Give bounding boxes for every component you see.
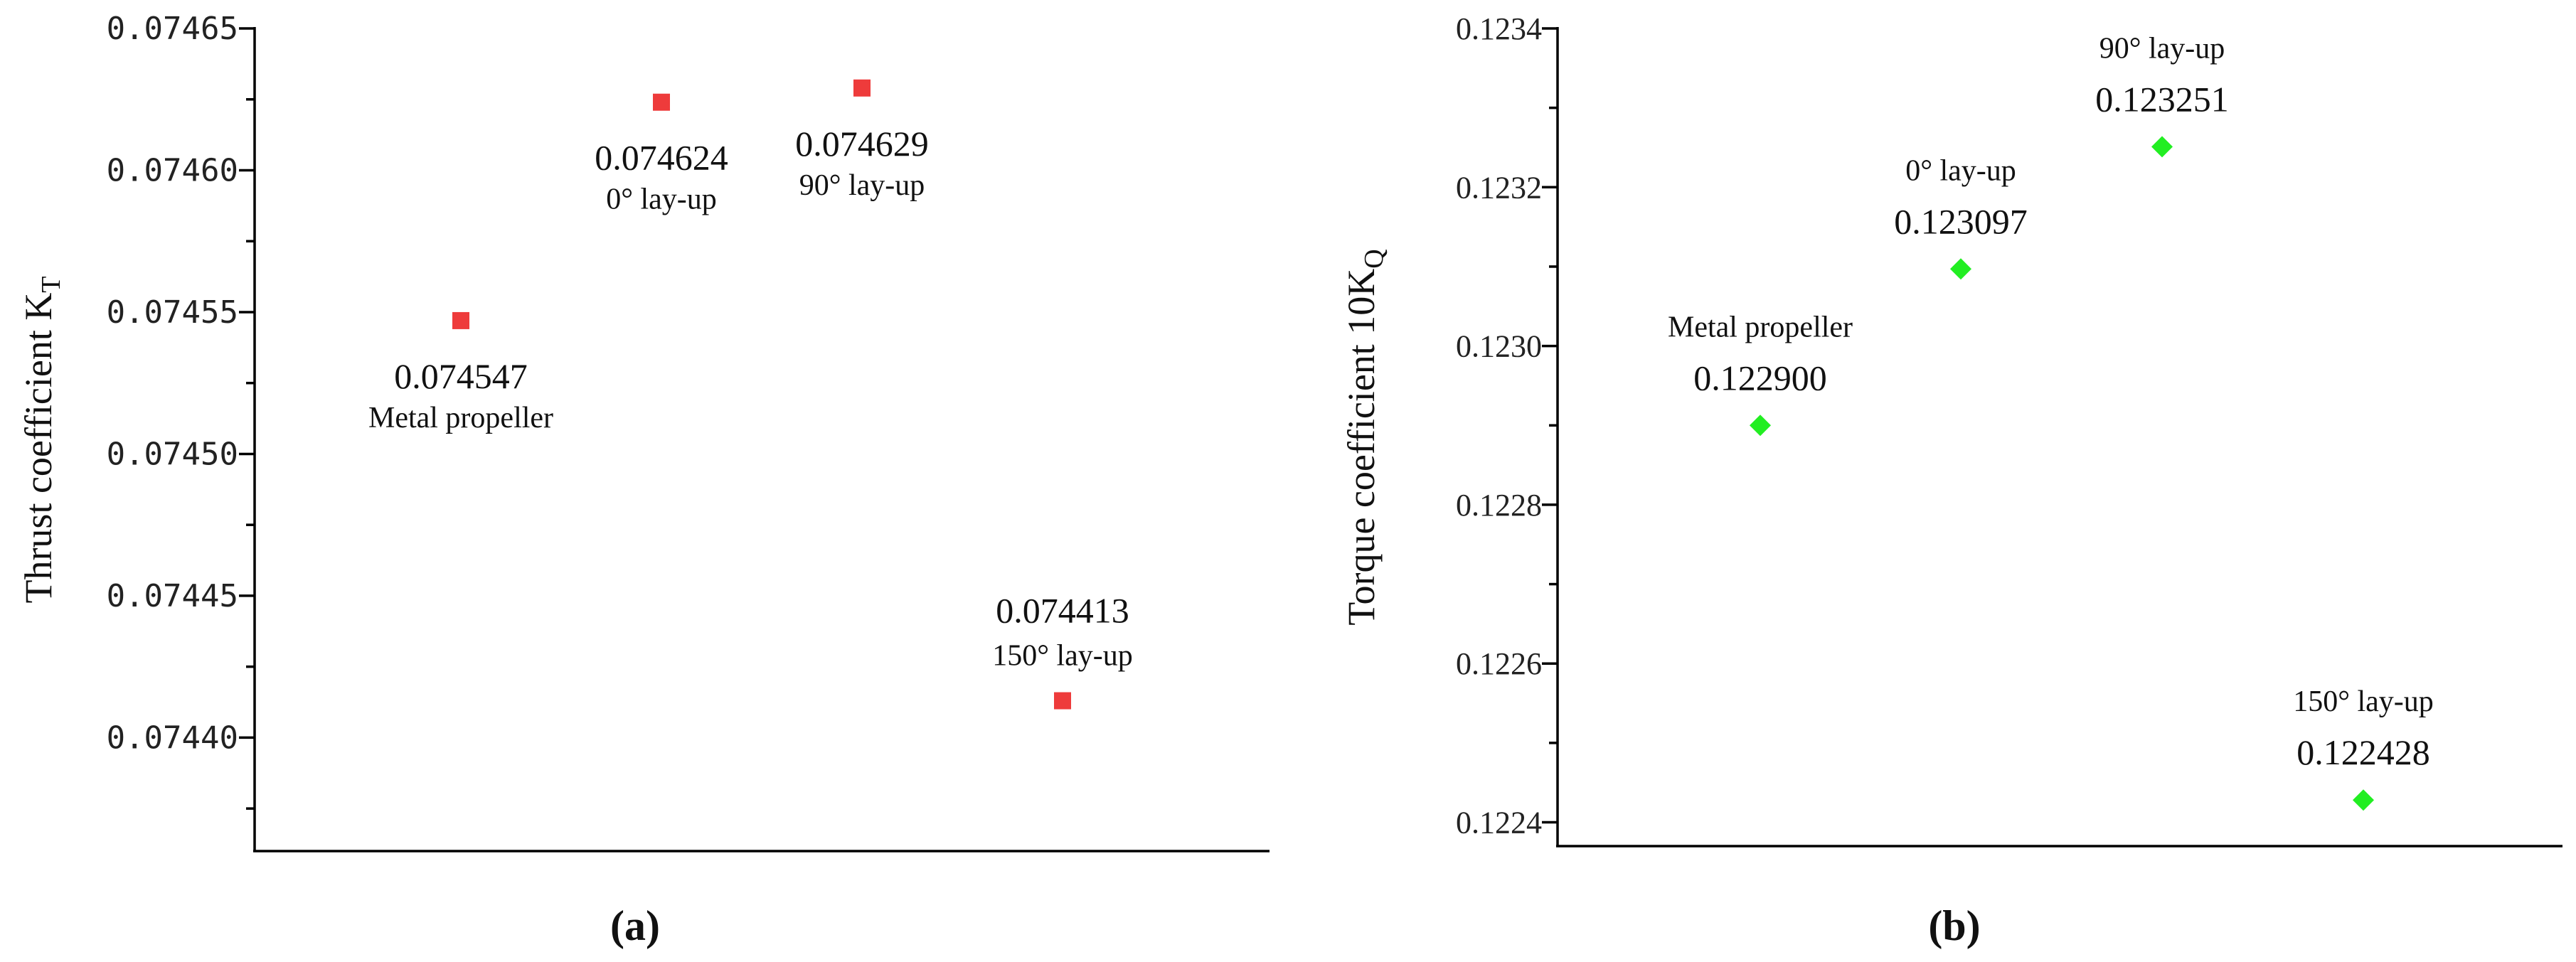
y-tick-label-b: 0.1228 (1456, 488, 1542, 523)
data-point-b-90-lay-up (2151, 136, 2173, 158)
chart-panel-b: 0.1224 0.1226 0.1228 0.1230 0.1232 0.1234 Torq… (1340, 11, 2562, 949)
category-label-b-0-lay-up: 0° lay-up (1905, 154, 2016, 187)
value-label-b-0-lay-up: 0.123097 (1894, 201, 2028, 241)
y-tick-label-b: 0.1226 (1456, 646, 1542, 681)
y-axis-title-a: Thrust coefficient KT (17, 276, 66, 603)
chart-panel-a: 0.07440 0.07445 0.07450 0.07455 0.07460 0.074… (17, 11, 1270, 949)
category-label-a-0-lay-up: 0° lay-up (606, 183, 717, 216)
value-label-b-90-lay-up: 0.123251 (2095, 79, 2229, 119)
data-point-a-0-lay-up (653, 93, 670, 111)
y-tick-label-a: 0.07445 (107, 578, 238, 614)
data-point-a-metal-propeller (452, 311, 469, 329)
y-tick-label-a: 0.07450 (107, 436, 238, 472)
y-tick-label-a: 0.07440 (107, 720, 238, 756)
value-label-a-150-lay-up: 0.074413 (996, 591, 1129, 631)
value-label-b-150-lay-up: 0.122428 (2296, 732, 2430, 772)
value-label-a-0-lay-up: 0.074624 (595, 138, 728, 178)
y-tick-label-b: 0.1234 (1456, 11, 1542, 46)
data-point-a-90-lay-up (853, 79, 871, 97)
value-label-a-90-lay-up: 0.074629 (795, 124, 929, 164)
data-point-b-metal-propeller (1750, 415, 1771, 437)
y-tick-label-b: 0.1230 (1456, 329, 1542, 364)
category-label-a-90-lay-up: 90° lay-up (799, 169, 925, 202)
data-point-b-0-lay-up (1950, 258, 1971, 280)
category-label-a-metal-propeller: Metal propeller (368, 402, 553, 434)
value-label-b-metal-propeller: 0.122900 (1693, 358, 1827, 397)
y-tick-label-b: 0.1224 (1456, 806, 1542, 840)
y-tick-label-a: 0.07455 (107, 294, 238, 331)
y-tick-label-b: 0.1232 (1456, 170, 1542, 205)
data-point-b-150-lay-up (2353, 789, 2374, 811)
value-label-a-metal-propeller: 0.074547 (394, 356, 528, 396)
y-tick-label-a: 0.07460 (107, 152, 238, 188)
panel-label-a: (a) (610, 902, 660, 949)
panel-label-b: (b) (1928, 902, 1980, 949)
y-tick-label-a: 0.07465 (107, 11, 238, 47)
data-point-a-150-lay-up (1054, 692, 1071, 710)
y-axis-title-b: Torque coefficient 10KQ (1340, 249, 1389, 625)
category-label-b-metal-propeller: Metal propeller (1668, 311, 1853, 343)
category-label-a-150-lay-up: 150° lay-up (992, 640, 1133, 673)
category-label-b-150-lay-up: 150° lay-up (2293, 685, 2434, 718)
category-label-b-90-lay-up: 90° lay-up (2099, 32, 2225, 65)
